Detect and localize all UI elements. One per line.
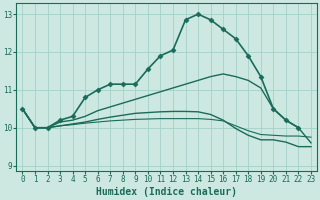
X-axis label: Humidex (Indice chaleur): Humidex (Indice chaleur) [96, 187, 237, 197]
